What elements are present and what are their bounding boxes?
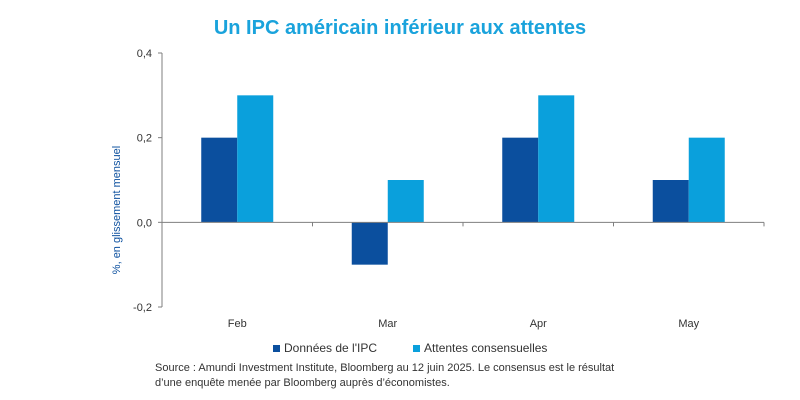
bar-consensus: [237, 95, 274, 223]
legend: Données de l'IPC Attentes consensuelles: [273, 341, 547, 355]
legend-item-consensus: Attentes consensuelles: [413, 341, 547, 355]
legend-swatch-cpi: [273, 344, 280, 352]
x-tick-label: May: [678, 318, 699, 330]
x-tick-label: Mar: [378, 318, 397, 330]
y-tick-label: 0,0: [137, 217, 152, 229]
bar-consensus: [387, 180, 424, 223]
y-tick-label: 0,2: [137, 133, 152, 145]
legend-label-cpi: Données de l'IPC: [284, 341, 378, 355]
legend-swatch-consensus: [413, 344, 421, 352]
chart-title: Un IPC américain inférieur aux attentes: [213, 17, 587, 39]
source-line-1: Source : Amundi Investment Institute, Bl…: [155, 362, 615, 374]
bar-consensus: [538, 95, 575, 223]
x-tick-label: Apr: [530, 318, 547, 330]
y-tick-label: -0,2: [133, 302, 152, 314]
bar-cpi: [502, 137, 539, 223]
bar-cpi: [652, 180, 689, 223]
bar-consensus: [688, 137, 725, 223]
x-tick-label: Feb: [228, 318, 247, 330]
bar-chart: -0,2 0,0 0,2 0,4 %, en glissement mensuel Feb…: [111, 48, 765, 330]
legend-item-cpi: Données de l'IPC: [273, 341, 377, 355]
source-note: Source : Amundi Investment Institute, Bl…: [155, 361, 655, 391]
y-axis-label: %, en glissement mensuel: [111, 146, 123, 274]
source-line-2: d’une enquête menée par Bloomberg auprès…: [155, 377, 450, 389]
legend-label-consensus: Attentes consensuelles: [424, 341, 548, 355]
bar-cpi: [201, 137, 238, 223]
bar-cpi: [351, 222, 388, 265]
y-tick-label: 0,4: [137, 48, 152, 60]
